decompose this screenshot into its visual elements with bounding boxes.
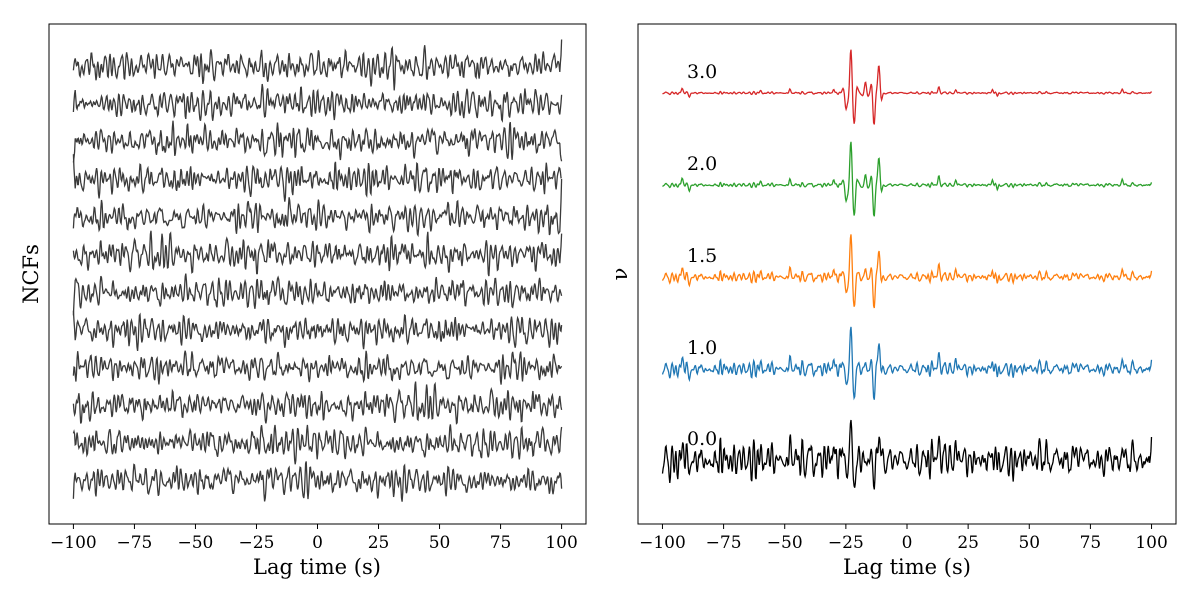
series-label: 2.0 (687, 153, 717, 175)
ncf-trace (72, 273, 563, 316)
ncf-trace (72, 350, 563, 385)
left-panel-ncfs: −100 −75 −50 −25 0 25 50 75 100 Lag time (s) NCF… (19, 23, 587, 579)
x-tick-label: 25 (368, 533, 390, 553)
x-tick-label: 50 (1018, 533, 1040, 553)
ncf-trace (72, 154, 562, 202)
series-line-nu-0-0 (661, 419, 1153, 490)
x-tick-label: −50 (767, 533, 803, 553)
left-x-ticks: −100 −75 −50 −25 0 25 50 75 100 (50, 524, 578, 553)
series-label: 3.0 (687, 61, 717, 83)
series-line-nu-1-5 (661, 234, 1153, 309)
x-tick-label: 100 (1135, 533, 1167, 553)
ncf-trace (72, 461, 563, 502)
ncf-trace (72, 310, 563, 352)
x-tick-label: 75 (490, 533, 512, 553)
series-line-nu-1-0 (661, 326, 1153, 401)
left-x-axis-label: Lag time (s) (253, 555, 381, 579)
x-tick-label: −25 (239, 533, 275, 553)
x-tick-label: 0 (312, 533, 323, 553)
left-y-axis-label: NCFs (19, 244, 43, 304)
series-line-nu-3-0 (662, 49, 1153, 125)
x-tick-label: −75 (116, 533, 152, 553)
right-y-axis-label: ν (608, 268, 632, 281)
ncf-trace (72, 120, 563, 163)
series-label: 1.0 (687, 337, 717, 359)
series-label: 0.0 (687, 428, 717, 450)
ncf-trace (72, 424, 563, 465)
x-tick-label: −75 (706, 533, 742, 553)
x-tick-label: 25 (957, 533, 979, 553)
right-panel-nu: 3.02.01.51.00.0 −100 −75 −50 −25 0 25 50 75 100 … (608, 23, 1177, 579)
ncf-trace (72, 83, 563, 123)
right-x-axis-label: Lag time (s) (843, 555, 971, 579)
ncf-trace (72, 178, 563, 238)
x-tick-label: 0 (902, 533, 913, 553)
x-tick-label: −50 (178, 533, 214, 553)
x-tick-label: 75 (1080, 533, 1102, 553)
right-axes-frame (637, 23, 1177, 525)
right-x-ticks: −100 −75 −50 −25 0 25 50 75 100 (639, 524, 1168, 553)
ncf-trace (72, 381, 563, 425)
x-tick-label: 50 (429, 533, 451, 553)
left-traces (72, 39, 563, 502)
right-traces: 3.0 2.0 1.5 1.0 0.0 (661, 49, 1153, 490)
ncf-trace (72, 39, 563, 91)
x-tick-label: 100 (545, 533, 577, 553)
x-tick-label: −100 (50, 533, 97, 553)
series-line-nu-2-0 (662, 141, 1153, 217)
series-label: 1.5 (687, 245, 717, 267)
ncf-trace (72, 230, 563, 277)
x-tick-label: −100 (639, 533, 686, 553)
x-tick-label: −25 (828, 533, 864, 553)
